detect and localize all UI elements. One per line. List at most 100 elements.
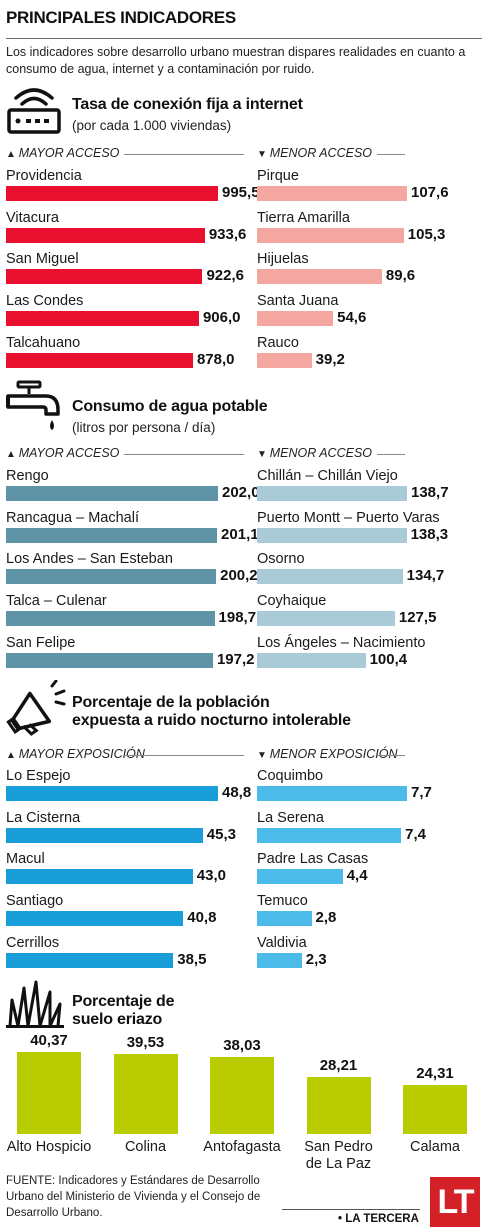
bar — [6, 569, 217, 585]
category-label: Antofagasta — [203, 1139, 281, 1155]
category-label: de La Paz — [305, 1156, 372, 1172]
bar — [6, 786, 218, 801]
category-label: Temuco — [257, 893, 308, 910]
category-label: Los Andes – San Esteban — [6, 551, 173, 568]
data-label: 4,4 — [346, 867, 368, 885]
category-label: Alto Hospicio — [6, 1139, 92, 1155]
data-label: 105,3 — [407, 225, 446, 243]
column-bar — [210, 1056, 274, 1134]
bar — [6, 911, 184, 927]
category-label: San Miguel — [6, 251, 79, 268]
category-label: Tierra Amarilla — [257, 209, 350, 226]
category-label: Santiago — [6, 893, 64, 910]
data-label: 906,0 — [202, 309, 241, 327]
bar — [257, 952, 302, 968]
group-title: MENOR ACCESO — [269, 146, 373, 160]
faucet-icon — [6, 380, 60, 430]
bar — [257, 869, 343, 885]
bar — [257, 227, 404, 243]
column-bar — [306, 1076, 371, 1134]
bar — [6, 186, 218, 201]
category-label: Osorno — [257, 551, 305, 568]
bar — [257, 569, 403, 585]
group-title: MAYOR EXPOSICIÓN — [18, 747, 145, 761]
bar — [257, 611, 395, 627]
triangle-down-icon: ▼ — [257, 449, 270, 460]
group-header-rule — [377, 454, 405, 455]
bar — [6, 486, 218, 501]
bar — [6, 869, 193, 885]
data-label: 39,2 — [315, 350, 345, 368]
category-label: Chillán – Chillán Viejo — [257, 468, 398, 484]
data-label: 54,6 — [337, 309, 367, 327]
category-label: Talcahuano — [6, 334, 81, 351]
bar — [257, 269, 382, 285]
bar — [6, 611, 215, 627]
intro-text: Los indicadores sobre desarrollo urbano … — [6, 45, 466, 76]
brand-divider — [282, 1209, 420, 1210]
category-label: Padre Las Casas — [257, 851, 369, 868]
triangle-up-icon: ▲ — [6, 449, 19, 460]
group-header-rule — [124, 154, 244, 155]
column-bar — [17, 1052, 81, 1134]
category-label: Santa Juana — [257, 293, 339, 310]
data-label: 28,21 — [319, 1056, 358, 1074]
data-label: 201,1 — [221, 525, 259, 543]
category-label: Hijuelas — [257, 251, 309, 268]
data-label: 43,0 — [196, 867, 226, 885]
agua-group-header-1: ▼ MENOR ACCESO — [257, 446, 372, 460]
group-header-rule — [124, 755, 244, 756]
data-label: 40,37 — [30, 1032, 68, 1049]
data-label: 48,8 — [222, 784, 252, 801]
group-title: MENOR ACCESO — [269, 446, 373, 460]
column-bar — [403, 1084, 467, 1134]
data-label: 134,7 — [406, 567, 445, 585]
bar — [257, 911, 312, 927]
section-title-agua: Consumo de agua potable — [72, 398, 268, 415]
data-label: 38,5 — [177, 950, 207, 968]
category-label: Rauco — [257, 334, 299, 351]
data-label: 38,03 — [223, 1036, 261, 1054]
triangle-up-icon: ▲ — [6, 149, 19, 160]
grass-icon — [6, 980, 64, 1028]
category-label: Los Ángeles – Nacimiento — [257, 634, 426, 651]
category-label: Rancagua – Machalí — [6, 509, 139, 526]
group-title: MAYOR ACCESO — [18, 146, 120, 160]
bar — [6, 952, 174, 968]
category-label: La Serena — [257, 809, 324, 826]
category-label: La Cisterna — [6, 809, 81, 826]
data-label: 200,2 — [220, 567, 258, 585]
group-title: MENOR EXPOSICIÓN — [269, 747, 398, 761]
column-bar — [113, 1053, 178, 1134]
data-label: 995,5 — [222, 184, 260, 201]
section-title-eriazo-line2: suelo eriazo — [72, 1011, 163, 1028]
category-label: Providencia — [6, 168, 82, 184]
category-label: Coquimbo — [257, 768, 324, 784]
data-label: 198,7 — [218, 609, 257, 627]
data-label: 922,6 — [206, 267, 245, 285]
data-label: 2,8 — [315, 909, 337, 927]
data-label: 7,7 — [411, 784, 432, 801]
bar — [257, 311, 334, 327]
data-label: 197,2 — [216, 650, 255, 668]
bar — [6, 827, 203, 843]
title-divider — [6, 38, 482, 39]
bar — [257, 352, 312, 368]
megaphone-icon — [6, 680, 66, 736]
bar — [6, 527, 218, 543]
category-label: Vitacura — [6, 209, 59, 226]
triangle-up-icon: ▲ — [6, 750, 19, 761]
data-label: 107,6 — [411, 184, 449, 201]
section-title-eriazo-line1: Porcentaje de — [72, 993, 175, 1010]
category-label: Macul — [6, 851, 45, 868]
category-label: Colina — [124, 1139, 167, 1155]
triangle-down-icon: ▼ — [257, 149, 270, 160]
category-label: Lo Espejo — [6, 768, 71, 784]
data-label: 24,31 — [416, 1064, 454, 1082]
category-label: Rengo — [6, 468, 49, 484]
la-tercera-logo: LT — [430, 1177, 480, 1227]
wifi-router-icon — [7, 88, 61, 134]
section-subtitle-internet: (por cada 1.000 viviendas) — [72, 118, 232, 133]
ruido-group-header-1: ▼ MENOR EXPOSICIÓN — [257, 747, 397, 761]
data-label: 39,53 — [126, 1033, 165, 1051]
